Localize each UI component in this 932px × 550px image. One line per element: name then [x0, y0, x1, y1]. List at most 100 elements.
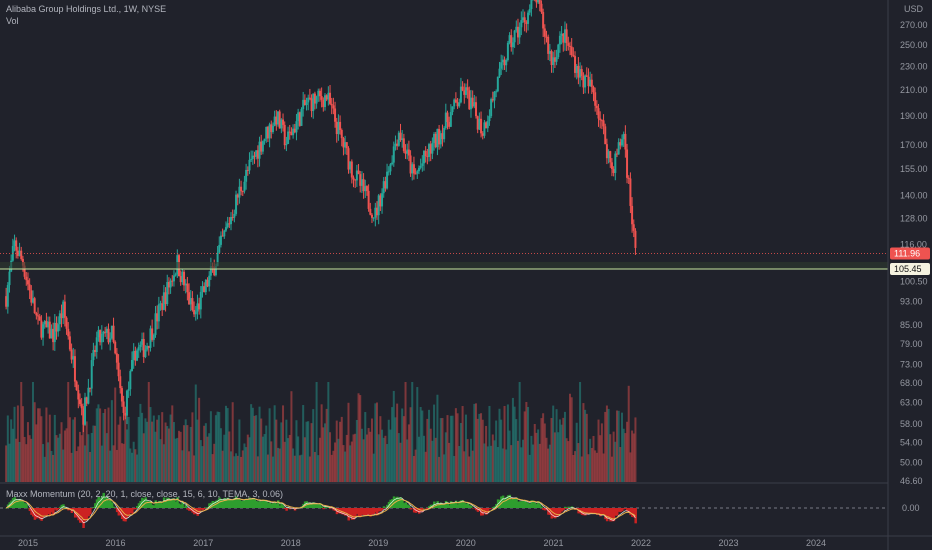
- volume-bars: [5, 382, 637, 482]
- candle-body: [552, 57, 555, 65]
- momentum-bar: [446, 502, 449, 508]
- volume-bar: [488, 405, 491, 482]
- candle-body: [500, 62, 503, 69]
- candle-body: [216, 252, 219, 267]
- volume-bar: [417, 436, 420, 482]
- volume-bar: [315, 382, 318, 482]
- candle-body: [109, 338, 112, 343]
- volume-bar: [245, 447, 248, 482]
- volume-bar: [501, 448, 504, 482]
- volume-bar: [31, 382, 34, 482]
- price-tick-label: 128.00: [900, 214, 928, 224]
- volume-bar: [100, 445, 103, 482]
- candle-body: [594, 92, 597, 106]
- volume-bar: [389, 429, 392, 482]
- candle-body: [310, 98, 313, 112]
- candle-body: [391, 162, 394, 165]
- candle-body: [208, 275, 211, 287]
- candle-body: [381, 193, 384, 207]
- candle-body: [288, 131, 291, 133]
- candle-body: [496, 76, 499, 92]
- momentum-bar: [26, 507, 30, 509]
- momentum-bar: [461, 500, 465, 508]
- momentum-bar: [23, 503, 27, 508]
- momentum-bar: [404, 502, 408, 508]
- candle-body: [62, 301, 65, 319]
- volume-bar: [58, 433, 61, 482]
- volume-bar: [132, 441, 135, 482]
- momentum-bar: [92, 506, 95, 508]
- volume-bar: [376, 402, 379, 482]
- candle-body: [246, 169, 249, 171]
- volume-bar: [159, 439, 162, 482]
- volume-bar: [72, 419, 75, 482]
- candle-body: [139, 344, 142, 347]
- candle-body: [26, 280, 29, 285]
- volume-bar: [527, 406, 530, 482]
- momentum-bar: [258, 500, 262, 508]
- volume-bar: [632, 433, 635, 482]
- volume-bar: [426, 418, 429, 482]
- candle-body: [627, 177, 630, 179]
- candle-body: [589, 79, 592, 87]
- candle-body: [490, 99, 493, 117]
- volume-bar: [8, 443, 11, 482]
- momentum-bar: [513, 498, 517, 508]
- momentum-bar: [530, 500, 533, 508]
- volume-bar: [480, 413, 483, 482]
- volume-bar: [374, 403, 377, 482]
- candle-body: [260, 141, 263, 152]
- momentum-bar: [360, 508, 364, 515]
- candle-body: [325, 95, 328, 100]
- candle-body: [166, 282, 169, 305]
- volume-bar: [26, 422, 29, 482]
- candle-body: [617, 142, 620, 155]
- candle-body: [337, 121, 340, 135]
- volume-bar: [204, 423, 207, 482]
- candle-body: [577, 65, 580, 78]
- momentum-bar: [87, 508, 90, 517]
- volume-bar: [558, 419, 561, 482]
- candle-body: [473, 102, 476, 107]
- momentum-bar: [344, 508, 347, 516]
- momentum-bar: [251, 497, 255, 508]
- volume-bar: [305, 421, 308, 482]
- momentum-bar: [320, 506, 324, 508]
- volume-bar: [92, 425, 95, 482]
- candle-body: [454, 99, 457, 103]
- momentum-bar: [384, 508, 387, 509]
- momentum-bar: [350, 508, 354, 520]
- momentum-bar: [40, 508, 43, 521]
- time-tick-label: 2023: [718, 538, 738, 548]
- volume-bar: [387, 419, 390, 482]
- volume-bar: [104, 409, 107, 482]
- candle-body: [105, 328, 108, 333]
- momentum-bar: [610, 508, 614, 522]
- momentum-bar: [204, 507, 208, 508]
- candle-body: [255, 150, 258, 157]
- candle-body: [401, 138, 404, 141]
- volume-bar: [538, 443, 541, 482]
- momentum-bar: [115, 508, 119, 513]
- candle-body: [347, 148, 350, 170]
- candle-body: [506, 42, 509, 61]
- volume-label: Vol: [6, 16, 19, 26]
- candle-body: [65, 317, 68, 329]
- candle-body: [159, 303, 162, 305]
- momentum-bar: [224, 499, 228, 508]
- candle-body: [282, 119, 285, 125]
- candle-body: [436, 128, 439, 148]
- momentum-bar: [458, 501, 461, 508]
- candle-body: [268, 124, 271, 139]
- momentum-bar: [600, 508, 604, 516]
- candle-body: [609, 151, 612, 163]
- momentum-bar: [230, 500, 233, 508]
- volume-bar: [406, 439, 409, 482]
- candle-body: [548, 51, 551, 54]
- volume-bar: [127, 417, 130, 482]
- momentum-bar: [516, 501, 520, 508]
- candle-body: [52, 328, 55, 343]
- volume-bar: [615, 410, 618, 482]
